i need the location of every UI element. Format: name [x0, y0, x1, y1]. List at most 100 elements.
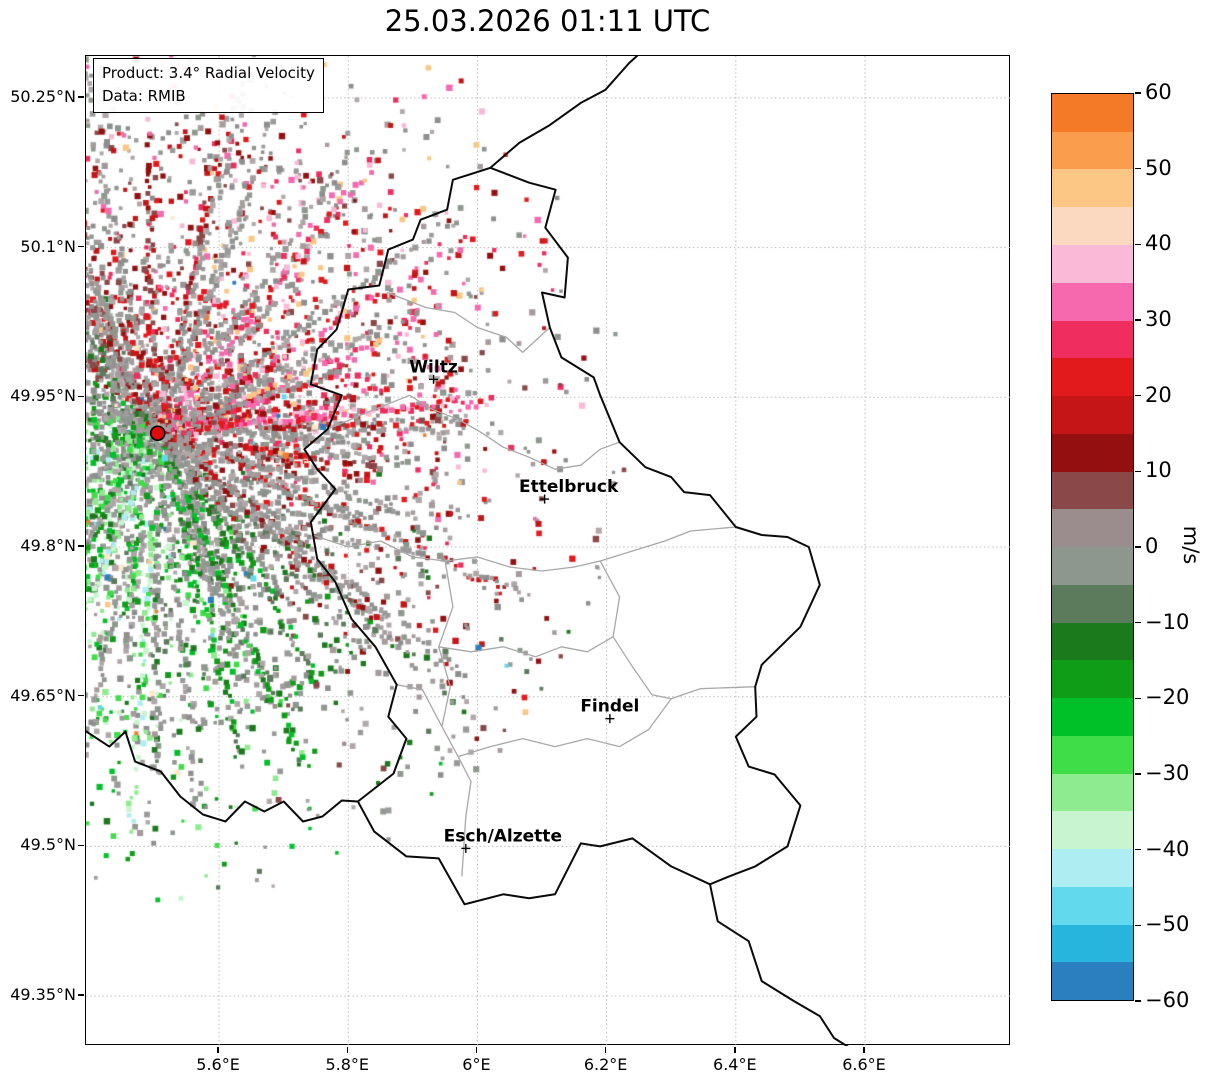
district-border	[386, 291, 551, 354]
colorbar-segment	[1052, 94, 1133, 133]
colorbar-tick-label: 60	[1145, 80, 1172, 104]
district-border	[599, 560, 672, 700]
district-border	[457, 686, 756, 758]
x-tick-mark	[604, 1046, 607, 1053]
x-tick-mark	[475, 1046, 478, 1053]
colorbar-segment	[1052, 358, 1133, 397]
y-tick-mark	[77, 245, 84, 248]
district-border	[396, 684, 443, 727]
colorbar-segment	[1052, 811, 1133, 850]
y-tick-label: 49.65°N	[10, 685, 76, 705]
product-label: Product: 3.4° Radial Velocity	[102, 64, 315, 82]
figure-title: 25.03.2026 01:11 UTC	[384, 4, 711, 38]
colorbar-segment	[1052, 735, 1133, 774]
y-tick-label: 49.95°N	[10, 386, 76, 406]
colorbar-tick-mark	[1135, 1000, 1141, 1002]
radar-scatter-canvas	[86, 56, 1011, 1046]
country-border	[303, 166, 821, 906]
colorbar-segment	[1052, 282, 1133, 321]
colorbar-tick-mark	[1135, 697, 1141, 700]
colorbar-tick-label: 30	[1145, 307, 1172, 331]
colorbar-tick-label: 40	[1145, 231, 1172, 256]
colorbar-tick-label: 50	[1145, 155, 1172, 180]
city-label-ettelbruck: Ettelbruck	[519, 477, 619, 497]
y-tick-label: 49.8°N	[20, 536, 76, 555]
x-tick-label: 6.2°E	[583, 1055, 628, 1074]
colorbar	[1051, 93, 1134, 1001]
radar-site-marker	[149, 425, 166, 442]
x-tick-mark	[863, 1046, 865, 1053]
colorbar-segment	[1052, 320, 1133, 359]
colorbar-tick-label: −10	[1145, 609, 1190, 634]
map-layer: Wiltz Ettelbruck Findel Esch/Alzette	[86, 56, 849, 1046]
district-border	[312, 526, 736, 572]
colorbar-segment	[1052, 547, 1133, 586]
colorbar-tick-mark	[1135, 243, 1141, 246]
district-border	[438, 636, 614, 658]
product-info-box: Product: 3.4° Radial Velocity Data: RMIB	[93, 58, 324, 113]
colorbar-tick-label: −50	[1145, 912, 1190, 937]
colorbar-tick-label: 20	[1145, 382, 1172, 407]
colorbar-segment	[1052, 962, 1133, 1001]
colorbar-tick-mark	[1135, 773, 1141, 775]
grid-layer	[86, 56, 1011, 1046]
x-tick-mark	[734, 1046, 736, 1053]
colorbar-tick-mark	[1135, 92, 1141, 94]
data-source-label: Data: RMIB	[102, 86, 186, 105]
colorbar-segment	[1052, 622, 1133, 661]
colorbar-segment	[1052, 886, 1133, 925]
colorbar-tick-mark	[1135, 167, 1141, 170]
x-tick-label: 6.6°E	[842, 1055, 886, 1074]
colorbar-tick-mark	[1135, 319, 1141, 321]
colorbar-tick-mark	[1135, 470, 1141, 473]
y-tick-label: 49.5°N	[20, 835, 76, 855]
map-plot: Wiltz Ettelbruck Findel Esch/Alzette Produc…	[85, 55, 1011, 1046]
y-tick-label: 49.35°N	[10, 985, 76, 1005]
colorbar-segment	[1052, 471, 1133, 510]
city-label-wiltz: Wiltz	[409, 357, 458, 377]
colorbar-segment	[1052, 697, 1133, 737]
colorbar-tick-label: 0	[1145, 534, 1159, 558]
x-tick-mark	[217, 1046, 219, 1053]
colorbar-tick-mark	[1135, 394, 1141, 397]
colorbar-tick-mark	[1135, 546, 1141, 548]
colorbar-segment	[1052, 773, 1133, 812]
colorbar-tick-label: −30	[1145, 761, 1190, 785]
y-tick-label: 50.25°N	[10, 86, 76, 106]
y-tick-mark	[77, 994, 84, 996]
y-tick-mark	[77, 694, 84, 697]
colorbar-segment	[1052, 849, 1133, 888]
colorbar-segment	[1052, 395, 1133, 435]
country-border	[489, 56, 639, 169]
colorbar-tick-label: −40	[1145, 836, 1190, 861]
colorbar-segment	[1052, 584, 1133, 623]
x-tick-label: 5.6°E	[196, 1055, 240, 1074]
colorbar-segment	[1052, 924, 1133, 963]
colorbar-segment	[1052, 244, 1133, 284]
colorbar-segment	[1052, 509, 1133, 548]
x-tick-mark	[346, 1046, 348, 1053]
y-tick-mark	[77, 844, 84, 847]
district-border	[438, 560, 472, 877]
district-border	[327, 394, 620, 470]
colorbar-segment	[1052, 131, 1133, 170]
city-label-esch-alzette: Esch/Alzette	[444, 826, 562, 846]
colorbar-segment	[1052, 207, 1133, 246]
colorbar-tick-mark	[1135, 924, 1141, 927]
x-tick-label: 6°E	[462, 1055, 491, 1074]
colorbar-tick-label: −20	[1145, 685, 1190, 710]
colorbar-segment	[1052, 169, 1133, 208]
y-tick-label: 50.1°N	[20, 236, 76, 256]
y-tick-mark	[77, 545, 84, 547]
x-tick-label: 5.8°E	[325, 1055, 370, 1074]
x-tick-label: 6.4°E	[713, 1055, 757, 1074]
y-tick-mark	[77, 395, 84, 398]
colorbar-tick-label: 10	[1145, 458, 1172, 483]
colorbar-segment	[1052, 660, 1133, 699]
colorbar-segment	[1052, 433, 1133, 472]
colorbar-tick-mark	[1135, 621, 1141, 624]
colorbar-tick-mark	[1135, 848, 1141, 851]
colorbar-tick-label: −60	[1145, 988, 1190, 1012]
y-tick-mark	[77, 96, 84, 98]
